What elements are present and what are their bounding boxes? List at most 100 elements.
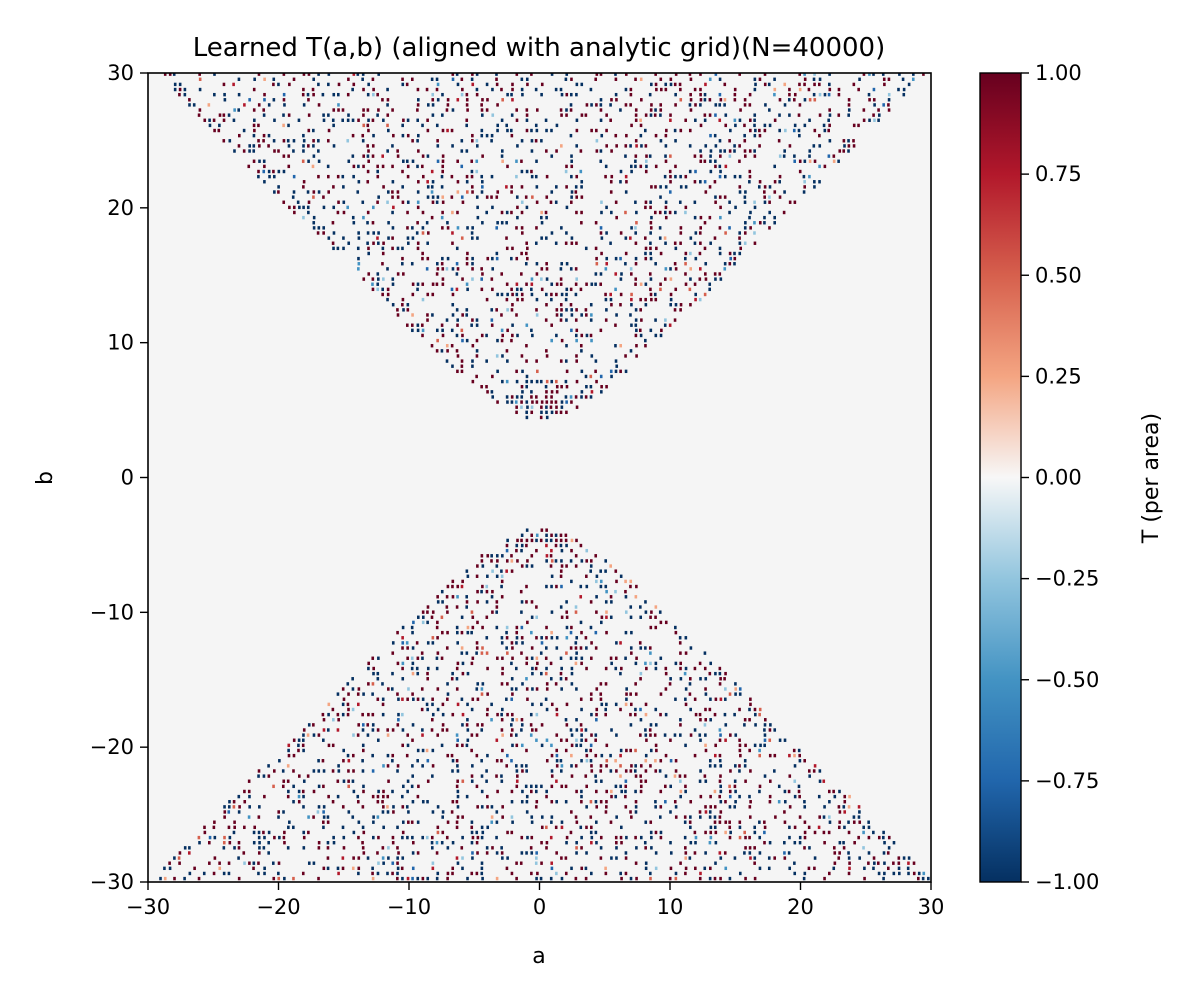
- heatmap-cell: [673, 800, 677, 804]
- heatmap-cell: [500, 313, 503, 317]
- heatmap-cell: [540, 92, 543, 97]
- heatmap-cell: [495, 810, 499, 814]
- heatmap-cell: [569, 267, 573, 271]
- heatmap-cell: [887, 866, 890, 871]
- heatmap-cell: [784, 128, 787, 133]
- heatmap-cell: [684, 636, 688, 640]
- heatmap-cell: [906, 866, 910, 871]
- heatmap-cell: [615, 841, 618, 845]
- heatmap-cell: [749, 856, 752, 860]
- heatmap-cell: [317, 759, 320, 763]
- heatmap-cell: [342, 246, 345, 251]
- heatmap-cell: [564, 395, 568, 399]
- heatmap-cell: [688, 103, 692, 107]
- heatmap-cell: [316, 810, 320, 814]
- heatmap-cell: [585, 313, 588, 317]
- heatmap-cell: [327, 743, 331, 748]
- heatmap-cell: [451, 800, 455, 804]
- heatmap-cell: [818, 815, 822, 819]
- heatmap-cell: [346, 139, 350, 143]
- heatmap-cell: [783, 820, 787, 824]
- heatmap-cell: [515, 625, 519, 630]
- heatmap-cell: [767, 856, 771, 860]
- heatmap-cell: [758, 753, 762, 758]
- heatmap-cell: [455, 687, 459, 691]
- heatmap-cell: [773, 77, 776, 81]
- heatmap-cell: [475, 641, 479, 645]
- heatmap-cell: [441, 830, 445, 835]
- heatmap-cell: [688, 820, 692, 824]
- heatmap-cell: [639, 733, 642, 737]
- heatmap-cell: [332, 144, 336, 148]
- heatmap-cell: [540, 825, 544, 830]
- heatmap-cell: [580, 390, 584, 394]
- heatmap-cell: [767, 866, 771, 871]
- heatmap-cell: [440, 323, 444, 327]
- heatmap-cell: [436, 600, 440, 604]
- heatmap-cell: [550, 866, 554, 871]
- heatmap-cell: [312, 77, 316, 81]
- heatmap-cell: [362, 830, 366, 835]
- heatmap-cell: [302, 180, 306, 184]
- heatmap-cell: [654, 108, 657, 112]
- heatmap-cell: [501, 748, 504, 753]
- heatmap-cell: [614, 344, 617, 348]
- heatmap-cell: [401, 677, 405, 681]
- heatmap-cell: [376, 200, 379, 204]
- heatmap-cell: [699, 98, 703, 102]
- heatmap-cell: [901, 77, 905, 81]
- heatmap-cell: [570, 810, 573, 814]
- heatmap-cell: [416, 876, 420, 881]
- heatmap-cell: [506, 538, 509, 543]
- heatmap-cell: [550, 282, 554, 286]
- heatmap-cell: [410, 656, 414, 660]
- heatmap-cell: [441, 195, 445, 199]
- heatmap-cell: [465, 123, 469, 128]
- heatmap-cell: [758, 851, 762, 855]
- heatmap-cell: [510, 661, 513, 666]
- heatmap-cell: [426, 195, 430, 199]
- heatmap-cell: [694, 231, 698, 235]
- heatmap-cell: [416, 323, 420, 327]
- heatmap-cell: [376, 164, 379, 169]
- heatmap-cell: [570, 241, 574, 245]
- heatmap-cell: [788, 144, 792, 148]
- heatmap-cell: [674, 303, 678, 307]
- heatmap-cell: [564, 538, 568, 543]
- heatmap-cell: [470, 610, 474, 614]
- heatmap-cell: [609, 292, 612, 297]
- heatmap-cell: [461, 856, 464, 860]
- heatmap-cell: [619, 277, 623, 281]
- heatmap-cell: [397, 851, 400, 855]
- colorbar-tick-label: 1.00: [1035, 61, 1082, 85]
- heatmap-cell: [302, 185, 305, 189]
- heatmap-cell: [491, 569, 494, 573]
- heatmap-cell: [714, 113, 717, 117]
- heatmap-cell: [580, 835, 583, 840]
- heatmap-cell: [173, 856, 176, 860]
- heatmap-cell: [674, 697, 677, 701]
- heatmap-cell: [540, 528, 544, 532]
- heatmap-cell: [683, 815, 687, 819]
- heatmap-cell: [609, 180, 613, 184]
- heatmap-cell: [476, 589, 479, 594]
- heatmap-cell: [516, 297, 519, 302]
- heatmap-cell: [599, 231, 603, 235]
- heatmap-cell: [381, 164, 385, 169]
- heatmap-cell: [515, 379, 519, 384]
- heatmap-cell: [521, 92, 524, 97]
- heatmap-cell: [406, 733, 410, 737]
- heatmap-cell: [273, 190, 276, 194]
- heatmap-cell: [625, 835, 628, 840]
- heatmap-cell: [405, 323, 409, 327]
- heatmap-cell: [723, 851, 727, 855]
- heatmap-cell: [549, 200, 553, 204]
- heatmap-cell: [550, 400, 553, 404]
- heatmap-cell: [317, 190, 321, 194]
- heatmap-cell: [396, 661, 400, 666]
- heatmap-cell: [470, 185, 474, 189]
- heatmap-cell: [505, 282, 509, 286]
- heatmap-cell: [589, 759, 593, 763]
- heatmap-cell: [574, 554, 578, 558]
- heatmap-cell: [574, 876, 578, 881]
